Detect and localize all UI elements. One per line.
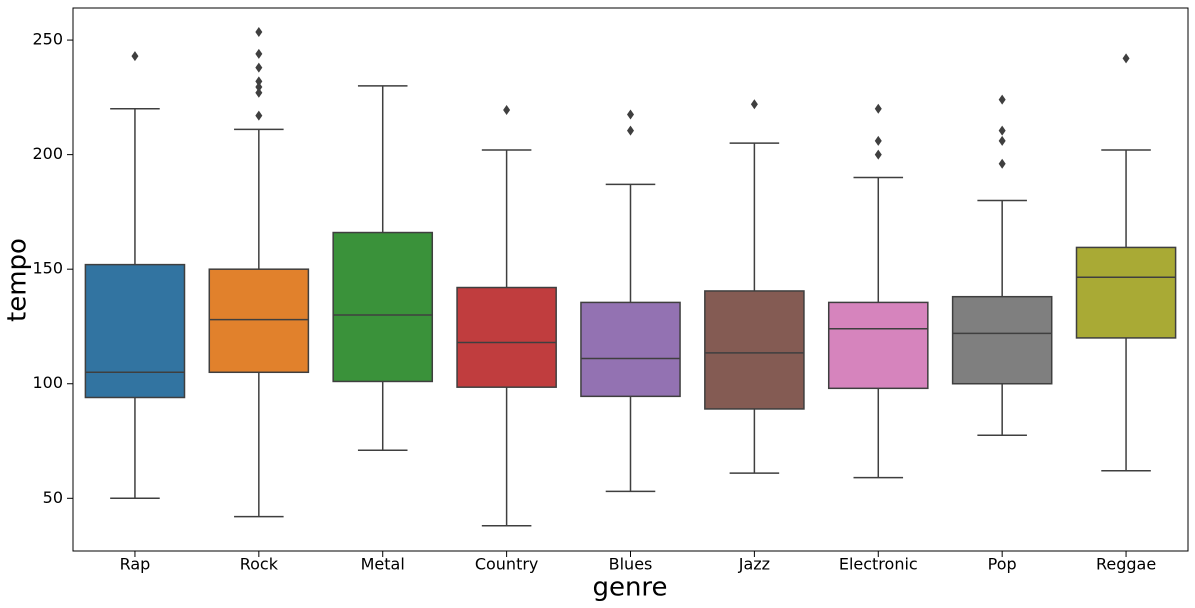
whisker-low [481,387,532,527]
outlier [874,103,882,114]
outlier [998,135,1006,146]
x-tick-label: Pop [988,555,1017,574]
outlier [750,99,758,110]
outlier [627,125,634,136]
whisker-low [605,396,656,493]
outlier [255,87,263,98]
box [456,286,557,388]
box [827,301,929,390]
box [580,301,681,398]
y-axis-label: tempo [3,238,33,322]
box [208,268,310,374]
box [84,263,186,399]
box [1075,246,1177,339]
whisker-high [234,128,284,270]
outlier [874,135,882,146]
y-tick-label: 50 [43,488,63,507]
x-tick-label: Metal [361,555,405,574]
whisker-high [357,85,408,233]
x-tick-label: Rock [240,555,279,574]
x-axis-label: genre [592,573,667,603]
outlier [1122,53,1130,64]
outlier [131,51,139,62]
outlier [255,82,263,93]
outlier [255,48,263,59]
whisker-high [977,199,1027,297]
outlier [627,109,634,120]
box [704,290,805,410]
whisker-high [605,183,656,303]
x-tick-label: Jazz [738,555,770,574]
x-tick-label: Electronic [839,555,918,574]
whisker-low [729,408,780,474]
y-tick-label: 150 [32,259,63,278]
whisker-low [357,381,408,451]
whisker-high [853,176,904,303]
x-tick-label: Blues [609,555,653,574]
outlier [255,110,263,121]
outlier [998,94,1006,105]
x-tick-label: Country [475,555,539,574]
whisker-high [729,142,780,291]
y-tick-label: 100 [32,373,63,392]
outlier [255,27,263,38]
plot-frame [72,7,1189,552]
whisker-low [853,388,904,479]
y-tick-label: 250 [32,30,63,49]
outlier [255,62,263,73]
whisker-low [110,397,160,500]
whisker-high [110,108,160,265]
box [332,231,434,383]
whisker-low [1101,337,1151,472]
box [951,295,1053,385]
whisker-low [234,372,284,518]
y-tick-label: 200 [32,144,63,163]
whisker-high [481,149,532,288]
outlier [874,149,882,160]
outlier [503,104,511,115]
whisker-low [977,383,1027,437]
x-tick-label: Rap [120,555,151,574]
outlier [255,76,263,87]
outlier [998,158,1006,169]
whisker-high [1101,149,1151,248]
outlier [998,125,1006,136]
x-tick-label: Reggae [1096,555,1156,574]
